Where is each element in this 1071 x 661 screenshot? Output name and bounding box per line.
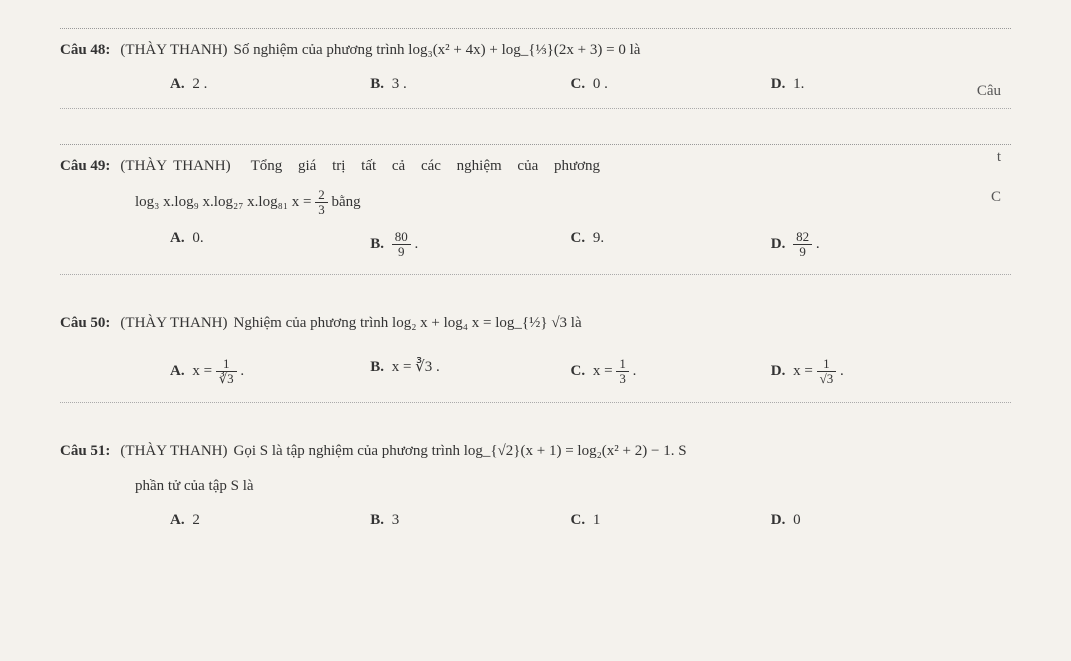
option-label: B. xyxy=(370,512,384,528)
question-row: Câu 51: (THÀY THANH) Gọi S là tập nghiệm… xyxy=(60,438,1011,465)
option-c: C. x = 1 3 . xyxy=(571,357,771,387)
math-expression: log₃ x.log₉ x.log₂₇ x.log₈₁ x = 2 3 bằng xyxy=(135,188,361,218)
option-c: C. 1 xyxy=(571,512,771,529)
option-c: C. 0 . xyxy=(571,76,771,93)
options-row: A. 2 B. 3 C. 1 D. 0 xyxy=(60,512,1011,529)
question-stem: Tổng giá trị tất cả các nghiệm của phươn… xyxy=(251,153,600,180)
option-label: B. xyxy=(370,359,384,375)
option-value: 9. xyxy=(593,230,604,246)
divider xyxy=(60,28,1011,29)
option-value: 3 . xyxy=(392,76,407,92)
option-label: A. xyxy=(170,230,185,246)
page-edge-text: C xyxy=(991,189,1001,206)
option-suffix: . xyxy=(633,363,637,379)
option-d: D. 82 9 . xyxy=(771,230,971,260)
question-row: Câu 50: (THÀY THANH) Nghiệm của phương t… xyxy=(60,310,1011,337)
option-a: A. 0. xyxy=(170,230,370,260)
option-label: A. xyxy=(170,512,185,528)
question-51: Câu 51: (THÀY THANH) Gọi S là tập nghiệm… xyxy=(60,438,1011,544)
question-number: Câu 50: xyxy=(60,315,110,332)
option-a: A. 2 . xyxy=(170,76,370,93)
option-b: B. 3 xyxy=(370,512,570,529)
option-label: A. xyxy=(170,363,185,379)
question-stem: Gọi S là tập nghiệm của phương trình log… xyxy=(234,438,687,465)
option-value: 3 xyxy=(392,512,400,528)
author-label: (THÀY THANH) xyxy=(120,315,227,332)
options-row: A. x = 1 ∛3 . B. x = ∛3 . C. x = 1 3 . D… xyxy=(60,357,1011,387)
option-value: 82 9 xyxy=(793,230,812,260)
option-a: A. 2 xyxy=(170,512,370,529)
option-label: D. xyxy=(771,236,786,252)
option-b: B. 3 . xyxy=(370,76,570,93)
option-value: 1 3 xyxy=(616,357,629,387)
option-value: 1. xyxy=(793,76,804,92)
question-50: Câu 50: (THÀY THANH) Nghiệm của phương t… xyxy=(60,310,1011,403)
option-label: B. xyxy=(370,236,384,252)
option-label: C. xyxy=(571,76,586,92)
option-value: 2 . xyxy=(192,76,207,92)
page-edge-text: t xyxy=(997,149,1001,166)
option-label: D. xyxy=(771,512,786,528)
option-value: 0 . xyxy=(593,76,608,92)
option-suffix: . xyxy=(415,236,419,252)
question-number: Câu 51: xyxy=(60,443,110,460)
option-suffix: . xyxy=(840,363,844,379)
option-label: A. xyxy=(170,76,185,92)
question-48: Câu 48: (THÀY THANH) Số nghiệm của phươn… xyxy=(60,28,1011,109)
question-row: Câu 49: (THÀY THANH) Tổng giá trị tất cả… xyxy=(60,153,1011,180)
question-number: Câu 48: xyxy=(60,42,110,59)
option-value: x = ∛3 . xyxy=(392,359,440,375)
author-label: THANH) xyxy=(173,158,231,175)
option-b: B. x = ∛3 . xyxy=(370,357,570,387)
question-sub: phần tử của tập S là xyxy=(135,473,254,500)
option-value: 1 xyxy=(593,512,601,528)
author-label: (THÀY THANH) xyxy=(120,42,227,59)
option-a: A. x = 1 ∛3 . xyxy=(170,357,370,387)
option-label: B. xyxy=(370,76,384,92)
option-prefix: x = xyxy=(593,363,613,379)
question-row: Câu 48: (THÀY THANH) Số nghiệm của phươn… xyxy=(60,37,1011,64)
option-suffix: . xyxy=(816,236,820,252)
author-label: (THÀY THANH) xyxy=(120,443,227,460)
page-edge-text: Câu xyxy=(977,83,1001,100)
option-d: D. 0 xyxy=(771,512,971,529)
option-value: 0 xyxy=(793,512,801,528)
question-sub-row: phần tử của tập S là xyxy=(60,473,1011,500)
options-row: A. 0. B. 80 9 . C. 9. D. 82 9 . xyxy=(60,230,1011,260)
expression-row: log₃ x.log₉ x.log₂₇ x.log₈₁ x = 2 3 bằng xyxy=(60,188,1011,218)
question-49: Câu 49: (THÀY THANH) Tổng giá trị tất cả… xyxy=(60,144,1011,275)
option-value: 2 xyxy=(192,512,200,528)
option-value: 1 ∛3 xyxy=(216,357,237,387)
option-label: D. xyxy=(771,363,786,379)
question-stem: Số nghiệm của phương trình log₃(x² + 4x)… xyxy=(234,37,641,64)
question-number: Câu 49: xyxy=(60,158,110,175)
question-stem: Nghiệm của phương trình log₂ x + log₄ x … xyxy=(234,310,582,337)
divider xyxy=(60,144,1011,145)
option-value: 0. xyxy=(192,230,203,246)
option-d: D. x = 1 √3 . xyxy=(771,357,971,387)
option-c: C. 9. xyxy=(571,230,771,260)
option-prefix: x = xyxy=(192,363,212,379)
author-label: (THÀY xyxy=(120,158,167,175)
option-d: D. 1. xyxy=(771,76,971,93)
option-label: C. xyxy=(571,363,586,379)
option-label: C. xyxy=(571,230,586,246)
option-value: 80 9 xyxy=(392,230,411,260)
option-label: C. xyxy=(571,512,586,528)
option-suffix: . xyxy=(240,363,244,379)
option-value: 1 √3 xyxy=(817,357,837,387)
option-prefix: x = xyxy=(793,363,813,379)
option-label: D. xyxy=(771,76,786,92)
option-b: B. 80 9 . xyxy=(370,230,570,260)
options-row: A. 2 . B. 3 . C. 0 . D. 1. xyxy=(60,76,1011,93)
